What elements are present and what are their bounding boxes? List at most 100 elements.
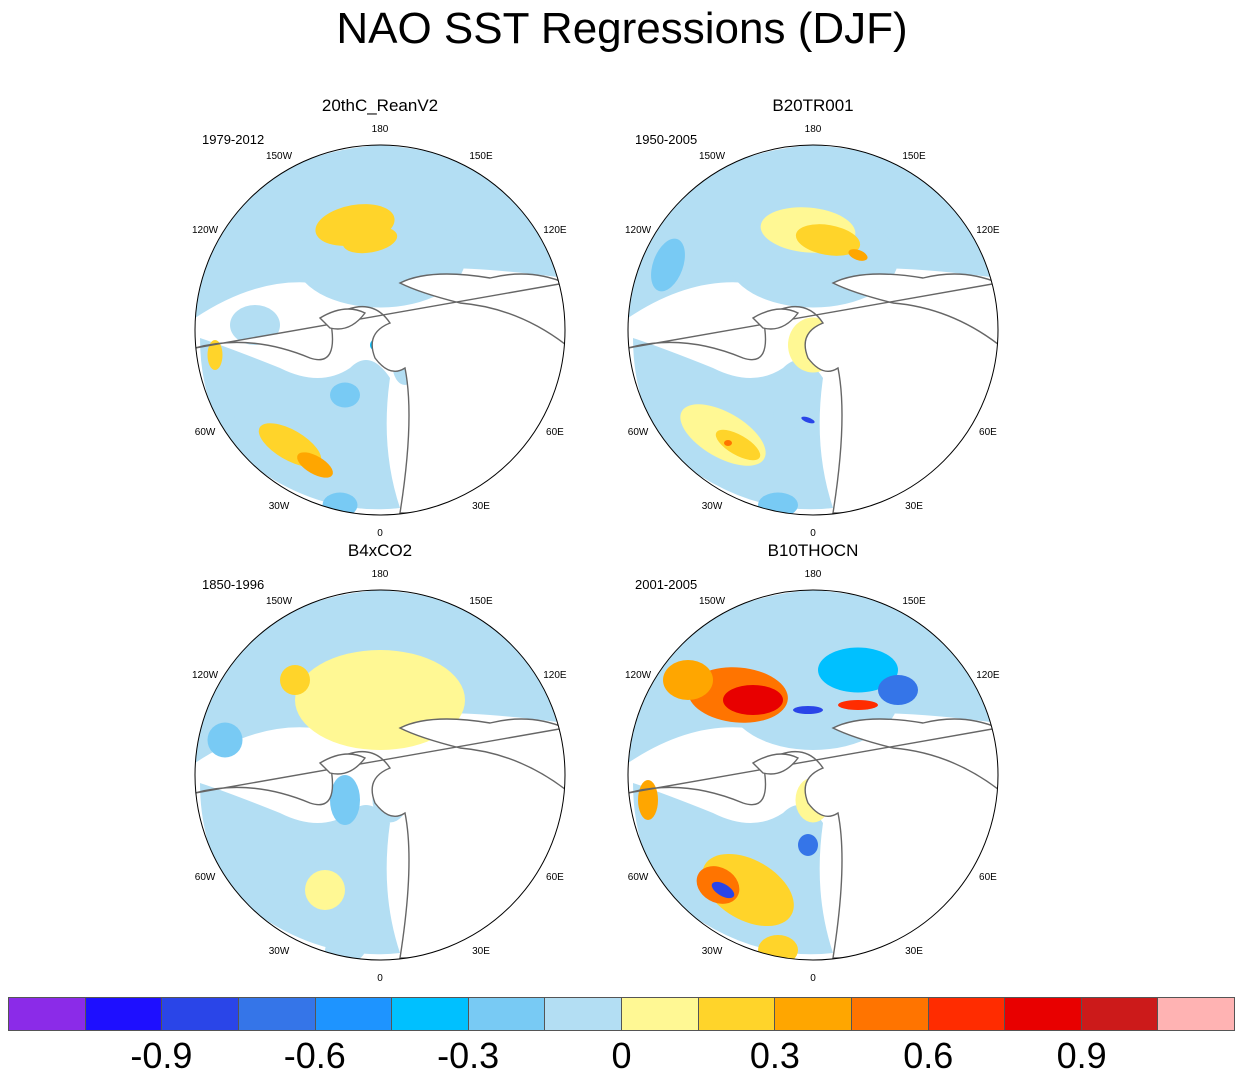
- longitude-label: 60E: [546, 427, 564, 438]
- colorbar-tick-label: 0.3: [749, 1035, 800, 1076]
- land-mass: [318, 753, 367, 775]
- sst-anomaly-region: [848, 249, 868, 261]
- panel-title: B10THOCN: [767, 541, 859, 560]
- longitude-label: 180: [372, 569, 389, 580]
- sst-anomaly-region: [305, 870, 345, 910]
- sst-anomaly-region: [479, 961, 490, 969]
- longitude-label: 180: [805, 124, 822, 135]
- colorbar-tick-label: 0.9: [1056, 1035, 1107, 1076]
- longitude-label: 60E: [979, 427, 997, 438]
- longitude-label: 30E: [905, 501, 923, 512]
- longitude-label: 0: [377, 973, 383, 981]
- longitude-label: 150W: [266, 596, 293, 607]
- sst-anomaly-region: [758, 935, 798, 960]
- colorbar: [8, 997, 1235, 1031]
- sst-anomaly-region: [207, 722, 243, 758]
- sst-anomaly-region: [795, 224, 861, 256]
- longitude-label: 60E: [979, 872, 997, 883]
- longitude-label: 120E: [976, 225, 1000, 236]
- sst-anomaly-region: [773, 402, 813, 428]
- colorbar-tick-label: 0.6: [903, 1035, 954, 1076]
- colorbar-swatch: [392, 998, 469, 1030]
- colorbar-swatch: [85, 998, 163, 1030]
- panel-title: 20thC_ReanV2: [321, 96, 439, 115]
- longitude-label: 120E: [976, 670, 1000, 681]
- longitude-label: 0: [810, 973, 816, 981]
- sst-anomaly-region: [330, 775, 360, 825]
- colorbar-swatch: [315, 998, 393, 1030]
- longitude-label: 0: [377, 528, 383, 536]
- sst-anomaly-region: [207, 340, 223, 370]
- longitude-label: 30W: [269, 501, 290, 512]
- longitude-label: 60E: [546, 872, 564, 883]
- sst-anomaly-region: [330, 382, 360, 408]
- polar-map: 180150E120E90E60E30E030W60W90W120W150W: [625, 569, 1000, 981]
- land-mass: [195, 273, 565, 514]
- colorbar-swatch: [851, 998, 929, 1030]
- sst-anomaly-region: [798, 834, 818, 856]
- colorbar-swatch: [622, 998, 699, 1030]
- sst-anomaly-region: [280, 665, 310, 695]
- sst-anomaly-region: [322, 492, 358, 515]
- sst-anomaly-region: [711, 881, 735, 899]
- colorbar-swatch: [468, 998, 546, 1030]
- map-panel-4: B10THOCN180150E120E90E60E30E030W60W90W12…: [623, 541, 1003, 981]
- land-mass: [318, 308, 367, 330]
- longitude-label: 30W: [702, 946, 723, 957]
- longitude-label: 150E: [469, 151, 493, 162]
- longitude-label: 60W: [628, 427, 649, 438]
- sst-anomaly-region: [651, 238, 685, 292]
- longitude-label: 180: [372, 124, 389, 135]
- panel-title: B4xCO2: [347, 541, 413, 560]
- colorbar-swatch: [1081, 998, 1159, 1030]
- polar-map: 180150E120E90E60E30E030W60W90W120W150W: [625, 124, 1000, 536]
- sst-anomaly-region: [663, 660, 713, 700]
- colorbar-swatch: [9, 998, 86, 1030]
- sst-anomaly-region: [818, 647, 898, 693]
- colorbar-swatch: [698, 998, 776, 1030]
- longitude-label: 180: [805, 569, 822, 580]
- colorbar-swatch: [928, 998, 1006, 1030]
- sst-anomaly-region: [793, 706, 823, 714]
- sst-anomaly-region: [297, 452, 333, 478]
- longitude-label: 120W: [192, 225, 219, 236]
- longitude-label: 30E: [472, 946, 490, 957]
- longitude-label: 150E: [902, 596, 926, 607]
- colorbar-swatch: [238, 998, 316, 1030]
- longitude-label: 60W: [628, 872, 649, 883]
- longitude-label: 30W: [269, 946, 290, 957]
- panel-years: 1950-2005: [635, 132, 698, 147]
- longitude-label: 120W: [625, 225, 652, 236]
- sst-anomaly-region: [342, 226, 398, 254]
- colorbar-tick-label: -0.6: [283, 1035, 346, 1076]
- sst-anomaly-region: [801, 416, 815, 424]
- longitude-label: 60W: [195, 427, 216, 438]
- land-mass: [195, 718, 565, 959]
- sst-anomaly-region: [724, 440, 732, 446]
- panel-title: B20TR001: [772, 96, 854, 115]
- colorbar-tick-label: -0.9: [130, 1035, 193, 1076]
- land-mass: [751, 753, 800, 775]
- longitude-label: 30E: [472, 501, 490, 512]
- polar-map: 180150E120E90E60E30E030W60W90W120W150W: [192, 569, 567, 981]
- colorbar-swatch: [162, 998, 239, 1030]
- colorbar-swatch: [775, 998, 852, 1030]
- longitude-label: 150E: [902, 151, 926, 162]
- panel-years: 1850-1996: [202, 577, 265, 592]
- sst-anomaly-region: [723, 685, 783, 715]
- sst-anomaly-region: [838, 700, 878, 710]
- longitude-label: 120E: [543, 670, 567, 681]
- sst-anomaly-region: [638, 780, 658, 820]
- longitude-label: 150E: [469, 596, 493, 607]
- colorbar-tick-label: -0.3: [437, 1035, 500, 1076]
- atlantic-field: [200, 338, 400, 510]
- land-mass: [628, 273, 998, 514]
- colorbar-swatch: [545, 998, 622, 1030]
- longitude-label: 60W: [195, 872, 216, 883]
- panel-years: 2001-2005: [635, 577, 698, 592]
- longitude-label: 120W: [192, 670, 219, 681]
- figure-title: NAO SST Regressions (DJF): [336, 4, 908, 53]
- map-panel-3: B4xCO2180150E120E90E60E30E030W60W90W120W…: [190, 541, 570, 981]
- longitude-label: 30E: [905, 946, 923, 957]
- longitude-label: 120W: [625, 670, 652, 681]
